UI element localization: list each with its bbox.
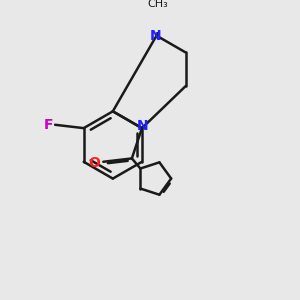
Text: N: N [137,119,148,134]
Text: N: N [150,28,161,43]
Text: CH₃: CH₃ [147,0,168,9]
Text: O: O [88,156,101,170]
Text: F: F [44,118,54,132]
